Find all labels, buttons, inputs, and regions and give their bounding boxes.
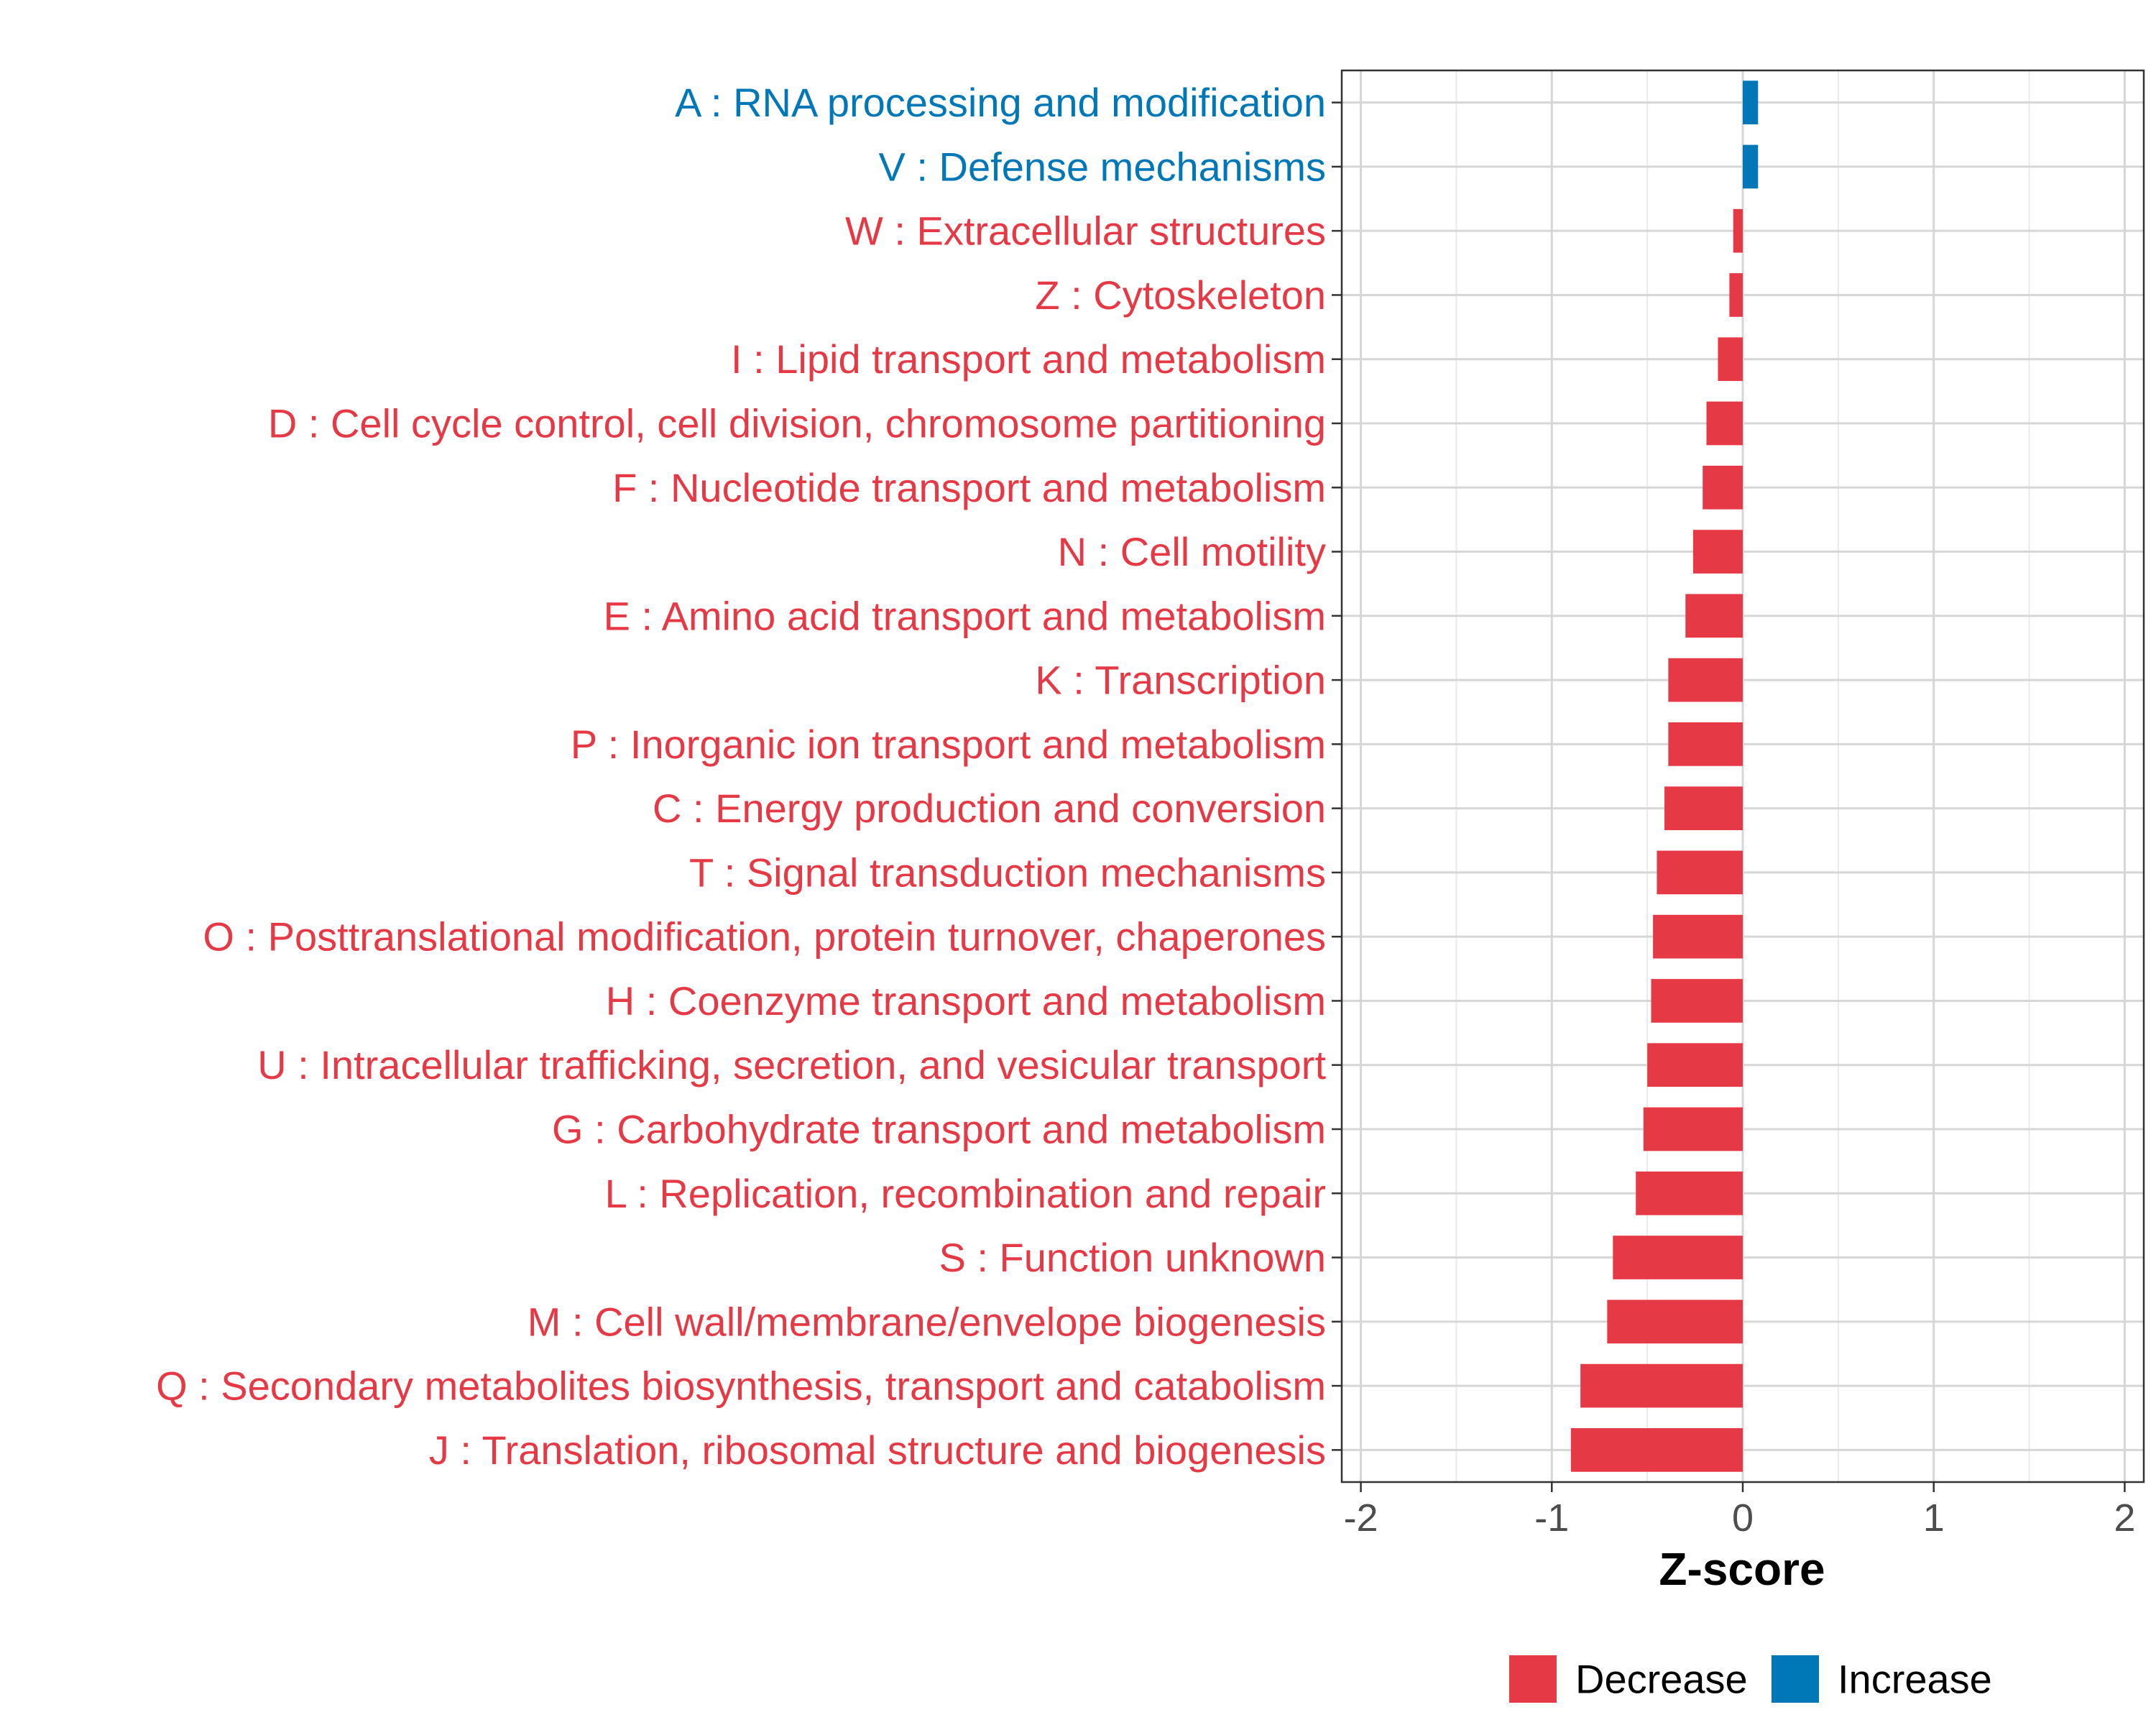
y-tick-label: H : Coenzyme transport and metabolism bbox=[606, 978, 1326, 1024]
bar bbox=[1706, 401, 1743, 446]
y-tick-label: Q : Secondary metabolites biosynthesis, … bbox=[156, 1363, 1326, 1409]
y-tick-label: N : Cell motility bbox=[1058, 529, 1326, 574]
y-tick-label: T : Signal transduction mechanisms bbox=[689, 850, 1326, 895]
bar bbox=[1580, 1363, 1743, 1408]
x-tick-label: 1 bbox=[1923, 1496, 1945, 1540]
bar bbox=[1743, 80, 1759, 124]
legend-label-increase: Increase bbox=[1838, 1657, 1992, 1702]
x-tick-label: -1 bbox=[1534, 1496, 1569, 1540]
bar bbox=[1664, 786, 1743, 830]
y-tick-label: D : Cell cycle control, cell division, c… bbox=[268, 401, 1326, 446]
legend-label-decrease: Decrease bbox=[1575, 1657, 1748, 1702]
y-tick-label: P : Inorganic ion transport and metaboli… bbox=[571, 722, 1326, 767]
y-tick-label: F : Nucleotide transport and metabolism bbox=[612, 465, 1326, 510]
legend-key-decrease bbox=[1509, 1655, 1557, 1703]
bar bbox=[1643, 1107, 1743, 1151]
x-tick-label: -2 bbox=[1344, 1496, 1378, 1540]
bar bbox=[1718, 337, 1743, 382]
y-axis-ticks: A : RNA processing and modification V : D… bbox=[156, 80, 1342, 1473]
bar bbox=[1613, 1236, 1743, 1279]
y-tick-label: W : Extracellular structures bbox=[845, 208, 1326, 254]
bar bbox=[1607, 1300, 1743, 1344]
bar bbox=[1703, 465, 1743, 510]
y-tick-label: G : Carbohydrate transport and metabolis… bbox=[552, 1107, 1326, 1152]
y-tick-label: E : Amino acid transport and metabolism bbox=[604, 593, 1326, 638]
bar bbox=[1651, 979, 1743, 1023]
y-tick-label: S : Function unknown bbox=[939, 1235, 1326, 1280]
y-tick-label: K : Transcription bbox=[1035, 658, 1326, 703]
x-axis-title: Z-score bbox=[1659, 1543, 1825, 1595]
bar bbox=[1668, 658, 1743, 702]
y-tick-label: V : Defense mechanisms bbox=[879, 144, 1326, 189]
y-tick-label: O : Posttranslational modification, prot… bbox=[203, 914, 1326, 960]
bar bbox=[1685, 594, 1743, 638]
y-tick-label: I : Lipid transport and metabolism bbox=[731, 336, 1326, 382]
y-tick-label: C : Energy production and conversion bbox=[653, 786, 1326, 831]
bar bbox=[1636, 1171, 1743, 1215]
y-tick-label: L : Replication, recombination and repai… bbox=[605, 1171, 1326, 1216]
y-tick-label: J : Translation, ribosomal structure and… bbox=[429, 1427, 1326, 1473]
bar bbox=[1692, 530, 1743, 574]
x-axis-ticks: -2 -1 0 1 2 bbox=[1344, 1482, 2135, 1540]
y-tick-label: A : RNA processing and modification bbox=[675, 80, 1326, 125]
bar bbox=[1653, 914, 1743, 959]
bar bbox=[1729, 273, 1743, 317]
y-tick-label: U : Intracellular trafficking, secretion… bbox=[257, 1042, 1326, 1087]
y-tick-label: M : Cell wall/membrane/envelope biogenes… bbox=[528, 1299, 1326, 1344]
bar bbox=[1647, 1043, 1743, 1087]
legend: Decrease Increase bbox=[1509, 1655, 1992, 1703]
x-tick-label: 2 bbox=[2114, 1496, 2135, 1540]
bars bbox=[1570, 80, 1759, 1472]
bar bbox=[1743, 144, 1759, 189]
bar bbox=[1733, 208, 1743, 253]
bar bbox=[1570, 1428, 1743, 1472]
y-tick-label: Z : Cytoskeleton bbox=[1035, 272, 1326, 318]
bar bbox=[1657, 850, 1743, 895]
x-tick-label: 0 bbox=[1732, 1496, 1754, 1540]
legend-key-increase bbox=[1772, 1655, 1819, 1703]
bar bbox=[1668, 722, 1743, 766]
